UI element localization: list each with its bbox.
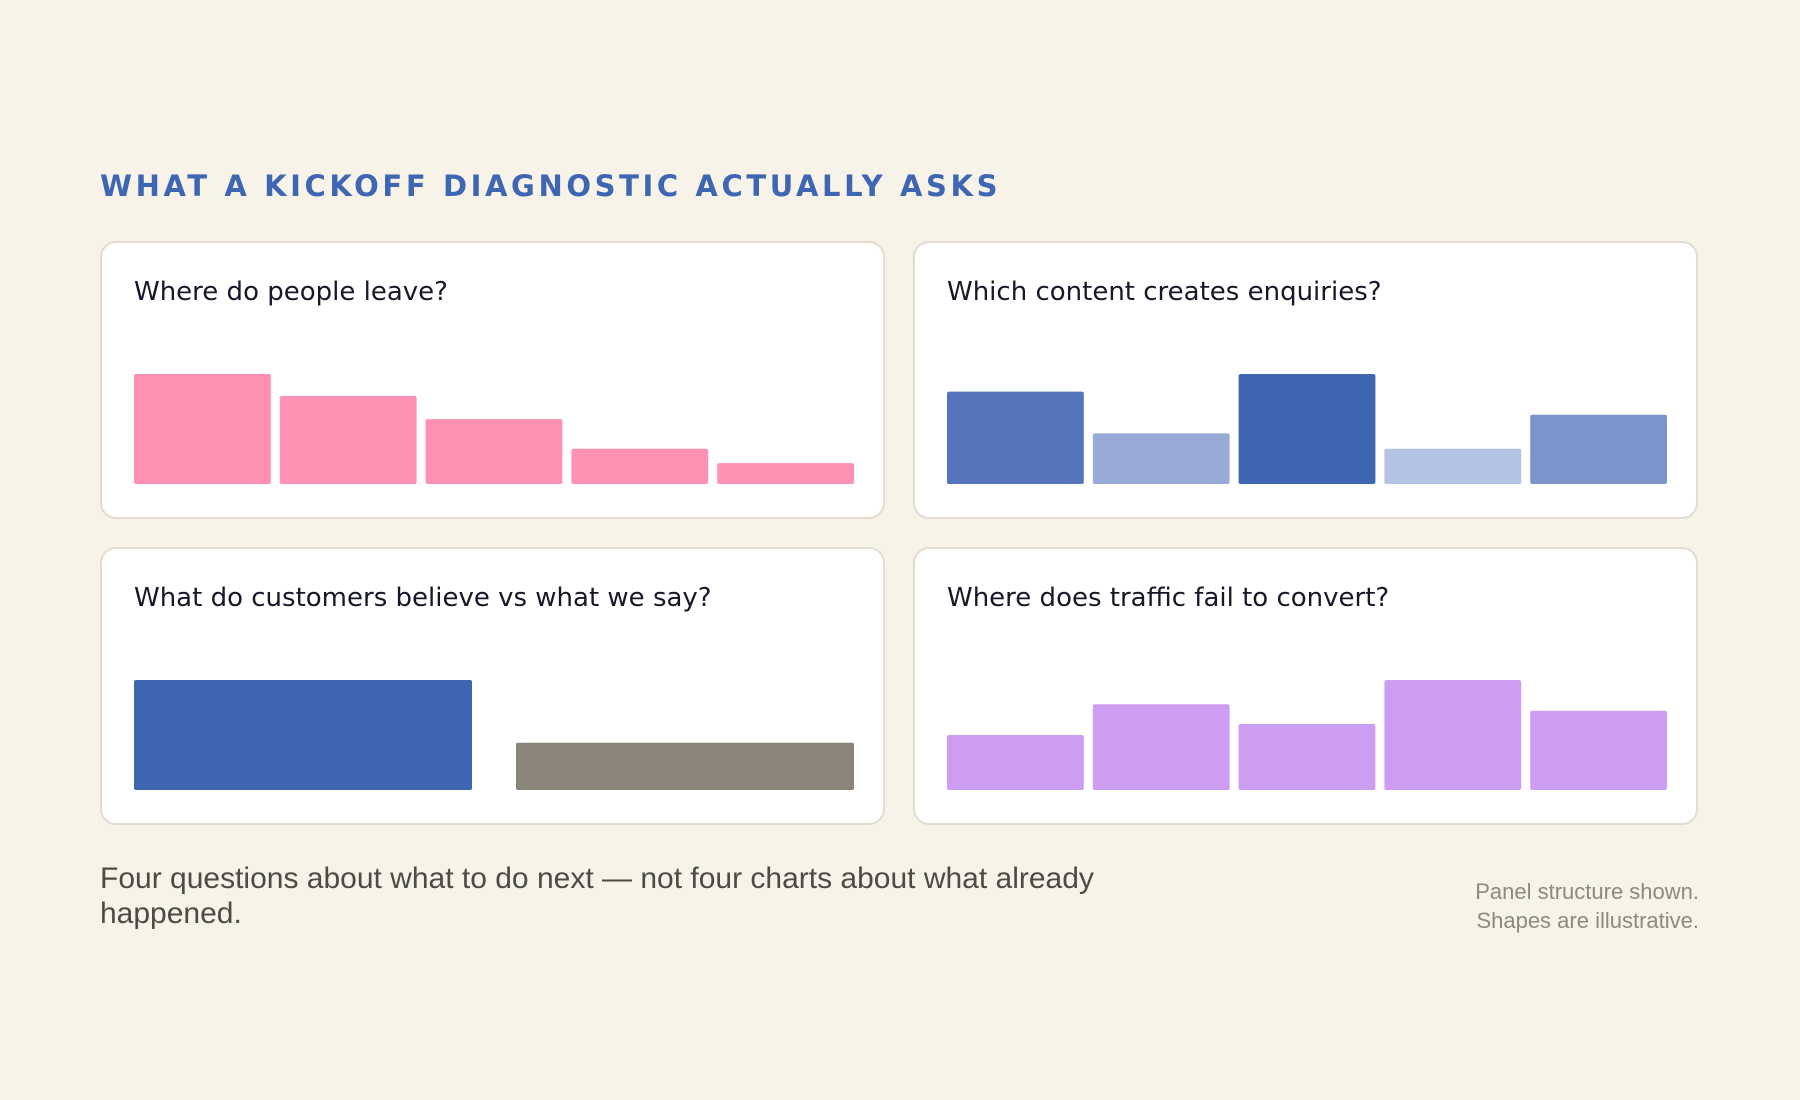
panel-belief-vs-message: What do customers believe vs what we say… bbox=[100, 547, 885, 825]
note-line: Panel structure shown. bbox=[1475, 879, 1699, 904]
bar-4 bbox=[571, 448, 709, 484]
panel-title: Where does traffic fail to convert? bbox=[947, 583, 1390, 613]
panel-where-people-leave: Where do people leave? bbox=[100, 241, 885, 519]
bar-chart-where-people-leave bbox=[134, 374, 854, 484]
panel-title: Which content creates enquiries? bbox=[947, 277, 1382, 307]
bar-2 bbox=[516, 742, 854, 790]
bar-3 bbox=[1238, 724, 1376, 790]
bar-chart-content-enquiries bbox=[947, 374, 1667, 484]
bar-chart-belief-vs-message bbox=[134, 680, 854, 790]
bar-1 bbox=[134, 374, 271, 484]
panel-content-enquiries: Which content creates enquiries? bbox=[913, 241, 1698, 519]
panel-traffic-convert: Where does traffic fail to convert? bbox=[913, 547, 1698, 825]
bar-2 bbox=[1092, 704, 1230, 790]
bar-2 bbox=[1092, 433, 1230, 484]
bar-4 bbox=[1384, 448, 1522, 484]
page-title: WHAT A KICKOFF DIAGNOSTIC ACTUALLY ASKS bbox=[100, 169, 1002, 203]
bar-chart-traffic-convert bbox=[947, 680, 1667, 790]
bar-5 bbox=[1530, 710, 1667, 790]
panel-title: Where do people leave? bbox=[134, 277, 448, 307]
bar-5 bbox=[717, 463, 854, 484]
bar-5 bbox=[1530, 414, 1667, 484]
bar-3 bbox=[425, 419, 563, 484]
bar-2 bbox=[279, 396, 417, 484]
bar-1 bbox=[947, 391, 1084, 484]
bar-1 bbox=[947, 735, 1084, 790]
bar-1 bbox=[134, 680, 472, 790]
caption: Four questions about what to do next — n… bbox=[100, 862, 1094, 930]
bar-4 bbox=[1384, 680, 1522, 790]
note-line: Shapes are illustrative. bbox=[1476, 908, 1699, 933]
illustrative-note: Panel structure shown. Shapes are illust… bbox=[1475, 877, 1699, 935]
bar-3 bbox=[1238, 374, 1376, 484]
panel-title: What do customers believe vs what we say… bbox=[134, 583, 712, 613]
